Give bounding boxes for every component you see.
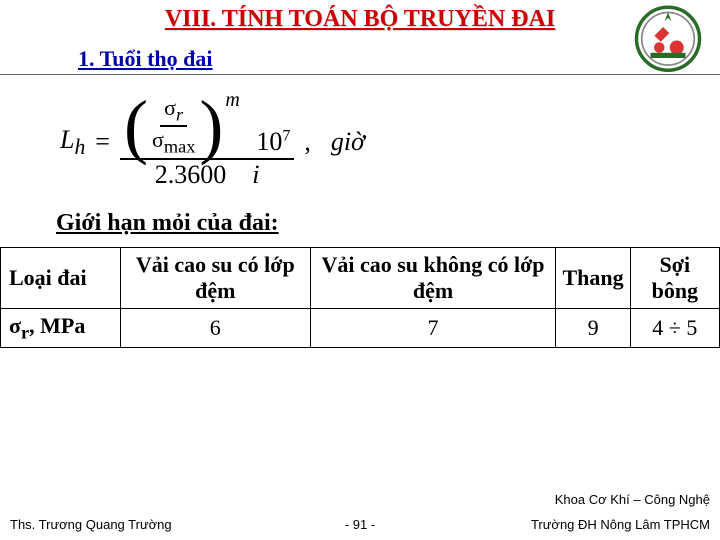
unit-mpa: , MPa — [29, 313, 85, 338]
col-header-type: Loại đai — [1, 247, 121, 308]
fatigue-limit-table: Loại đai Vải cao su có lớp đệm Vải cao s… — [0, 247, 720, 348]
sigma-max: σmax — [148, 127, 199, 157]
header-divider — [0, 74, 720, 75]
cell-value: 4 ÷ 5 — [630, 308, 719, 347]
formula-lhs: Lh — [60, 125, 85, 160]
symbol-L: L — [60, 125, 74, 154]
exponent-seven: 7 — [282, 127, 290, 144]
author-name: Ths. Trương Quang Trường — [10, 517, 172, 532]
denominator-i: i — [252, 160, 259, 189]
sigma-symbol-row: σ — [9, 313, 21, 338]
sigma-symbol: σ — [164, 95, 176, 120]
slide-footer: Ths. Trương Quang Trường - 91 - Khoa Cơ … — [0, 517, 720, 532]
belt-life-formula: Lh = ( σr σmax ) m — [60, 95, 365, 190]
university-name: Trường ĐH Nông Lâm TPHCM — [531, 517, 710, 532]
institution-info: Khoa Cơ Khí – Công Nghệ Trường ĐH Nông L… — [531, 492, 710, 532]
cell-value: 6 — [121, 308, 311, 347]
ten-to-seven: 107 — [256, 127, 290, 156]
separator-comma: , — [304, 127, 311, 157]
cell-value: 7 — [310, 308, 556, 347]
subscript-r-row: r — [21, 322, 29, 342]
header: VIII. TÍNH TOÁN BỘ TRUYỀN ĐAI 1. Tuổi th… — [0, 0, 720, 74]
right-paren-icon: ) — [199, 105, 223, 148]
table-data-row: σr, MPa 6 7 9 4 ÷ 5 — [1, 308, 720, 347]
subscript-max: max — [164, 137, 196, 157]
sigma-r: σr — [160, 95, 187, 127]
subscript-r: r — [176, 104, 183, 124]
institution-logo-icon — [624, 2, 712, 72]
sigma-ratio-fraction: σr σmax — [148, 95, 199, 158]
sigma-symbol-2: σ — [152, 127, 164, 152]
col-header-v-belt: Thang — [556, 247, 630, 308]
left-paren-icon: ( — [124, 105, 148, 148]
base-ten: 10 — [256, 127, 282, 156]
unit-hours: giờ — [331, 127, 365, 157]
equals-sign: = — [95, 127, 110, 157]
col-header-rubber-nopad: Vải cao su không có lớp đệm — [310, 247, 556, 308]
subscript-h: h — [74, 135, 85, 159]
exponent-m: m — [225, 89, 239, 112]
cell-value: 9 — [556, 308, 630, 347]
row-label-sigma-r: σr, MPa — [1, 308, 121, 347]
section-subtitle: 1. Tuổi thọ đai — [78, 46, 213, 72]
fatigue-limit-label: Giới hạn mỏi của đai: — [56, 210, 720, 237]
col-header-rubber-pad: Vải cao su có lớp đệm — [121, 247, 311, 308]
fraction-numerator: ( σr σmax ) m 107 — [120, 95, 294, 160]
col-header-cotton: Sợi bông — [630, 247, 719, 308]
paren-group: ( σr σmax ) m — [124, 95, 240, 158]
main-title: VIII. TÍNH TOÁN BỘ TRUYỀN ĐAI — [0, 0, 720, 33]
formula-block: Lh = ( σr σmax ) m — [60, 95, 720, 190]
department-name: Khoa Cơ Khí – Công Nghệ — [531, 492, 710, 507]
table-header-row: Loại đai Vải cao su có lớp đệm Vải cao s… — [1, 247, 720, 308]
main-fraction: ( σr σmax ) m 107 2 — [120, 95, 294, 190]
